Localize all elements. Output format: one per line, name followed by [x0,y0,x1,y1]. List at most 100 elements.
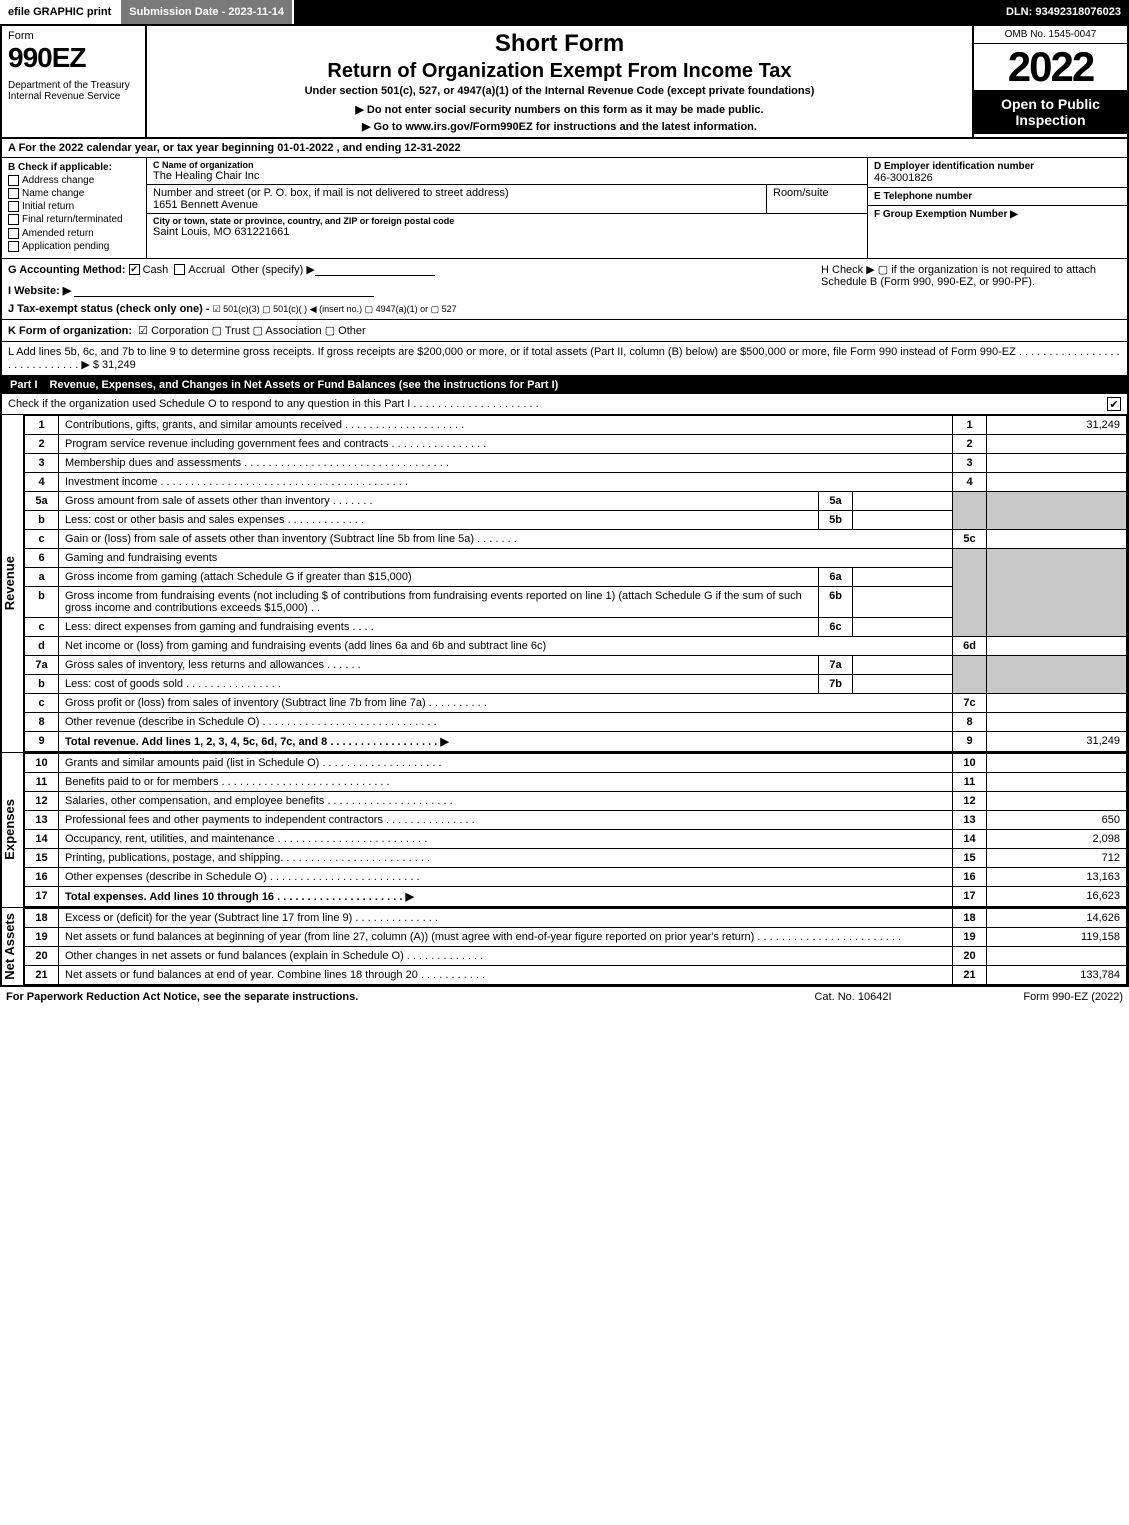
other-specify-line[interactable] [315,264,435,276]
expenses-section: Expenses 10Grants and similar amounts pa… [2,753,1127,908]
org-name: The Healing Chair Inc [153,170,861,182]
website-line[interactable] [74,285,374,297]
chk-final-return[interactable]: Final return/terminated [8,214,140,225]
title-return: Return of Organization Exempt From Incom… [155,60,964,83]
line-15: 15Printing, publications, postage, and s… [25,848,1127,867]
expenses-table: 10Grants and similar amounts paid (list … [24,753,1127,907]
ein-cell: D Employer identification number 46-3001… [868,158,1127,188]
omb-number: OMB No. 1545-0047 [974,26,1127,44]
c-caption: C Name of organization [153,160,861,170]
phone-cell: E Telephone number [868,188,1127,206]
line-5c: cGain or (loss) from sale of assets othe… [25,529,1127,548]
j-label: J Tax-exempt status (check only one) - [8,303,210,315]
part-i-title: Revenue, Expenses, and Changes in Net As… [50,379,1119,391]
expenses-vlabel: Expenses [2,753,24,907]
schedule-o-checkbox[interactable]: ✔ [1107,397,1121,411]
line-8: 8Other revenue (describe in Schedule O) … [25,712,1127,731]
section-def: D Employer identification number 46-3001… [867,158,1127,258]
line-l: L Add lines 5b, 6c, and 7b to line 9 to … [2,342,1127,376]
line-9: 9Total revenue. Add lines 1, 2, 3, 4, 5c… [25,731,1127,751]
line-7a: 7aGross sales of inventory, less returns… [25,655,1127,674]
netassets-section: Net Assets 18Excess or (deficit) for the… [2,908,1127,985]
line-14: 14Occupancy, rent, utilities, and mainte… [25,829,1127,848]
line-21: 21Net assets or fund balances at end of … [25,965,1127,984]
g-label: G Accounting Method: [8,264,126,276]
ssn-note: ▶ Do not enter social security numbers o… [155,103,964,116]
chk-accrual[interactable] [174,264,185,275]
d-caption: D Employer identification number [874,161,1121,172]
entity-block: B Check if applicable: Address change Na… [2,158,1127,259]
line-a: A For the 2022 calendar year, or tax yea… [2,139,1127,158]
city-cell: City or town, state or province, country… [147,214,867,240]
chk-application-pending[interactable]: Application pending [8,241,140,252]
city-value: Saint Louis, MO 631221661 [153,226,861,238]
line-13: 13Professional fees and other payments t… [25,810,1127,829]
dept-label: Department of the Treasury Internal Reve… [8,80,139,102]
form-container: Form 990EZ Department of the Treasury In… [0,24,1129,987]
ein-value: 46-3001826 [874,172,1121,184]
line-1: 1Contributions, gifts, grants, and simil… [25,415,1127,434]
e-caption: E Telephone number [874,191,1121,202]
part-i-bar: Part I Revenue, Expenses, and Changes in… [2,376,1127,394]
chk-name-change[interactable]: Name change [8,188,140,199]
address-row: Number and street (or P. O. box, if mail… [147,185,867,214]
meta-row-gh: G Accounting Method: Cash Accrual Other … [2,259,1127,320]
section-c: C Name of organization The Healing Chair… [147,158,867,258]
revenue-section: Revenue 1Contributions, gifts, grants, a… [2,415,1127,753]
footer-catno: Cat. No. 10642I [763,991,943,1003]
dln-label: DLN: 93492318076023 [998,0,1129,24]
topbar-spacer [294,0,998,24]
chk-amended-return[interactable]: Amended return [8,228,140,239]
header-right: OMB No. 1545-0047 2022 Open to Public In… [972,26,1127,137]
cash-label: Cash [143,264,169,276]
part-i-num: Part I [10,379,38,391]
form-header: Form 990EZ Department of the Treasury In… [2,26,1127,139]
group-exempt-cell: F Group Exemption Number ▶ [868,206,1127,223]
line-4: 4Investment income . . . . . . . . . . .… [25,472,1127,491]
i-label: I Website: ▶ [8,285,71,297]
netassets-vlabel: Net Assets [2,908,24,985]
irs-link-note: ▶ Go to www.irs.gov/Form990EZ for instru… [155,120,964,133]
submission-date-label: Submission Date - 2023-11-14 [121,0,294,24]
line-5a: 5aGross amount from sale of assets other… [25,491,1127,510]
street-cell: Number and street (or P. O. box, if mail… [147,185,767,213]
footer: For Paperwork Reduction Act Notice, see … [0,987,1129,1007]
line-11: 11Benefits paid to or for members . . . … [25,772,1127,791]
b-label: B Check if applicable: [8,162,140,173]
line-6d: dNet income or (loss) from gaming and fu… [25,636,1127,655]
line-6: 6Gaming and fundraising events [25,548,1127,567]
header-left: Form 990EZ Department of the Treasury In… [2,26,147,137]
line-3: 3Membership dues and assessments . . . .… [25,453,1127,472]
room-cell: Room/suite [767,185,867,213]
top-bar: efile GRAPHIC print Submission Date - 20… [0,0,1129,24]
efile-print-label[interactable]: efile GRAPHIC print [0,0,121,24]
line-19: 19Net assets or fund balances at beginni… [25,927,1127,946]
line-20: 20Other changes in net assets or fund ba… [25,946,1127,965]
section-b: B Check if applicable: Address change Na… [2,158,147,258]
revenue-vlabel: Revenue [2,415,24,752]
subtitle: Under section 501(c), 527, or 4947(a)(1)… [155,85,964,97]
f-caption: F Group Exemption Number ▶ [874,209,1121,220]
h-text: H Check ▶ ▢ if the organization is not r… [821,264,1096,288]
header-mid: Short Form Return of Organization Exempt… [147,26,972,137]
netassets-table: 18Excess or (deficit) for the year (Subt… [24,908,1127,985]
accrual-label: Accrual [188,264,225,276]
room-caption: Room/suite [773,187,861,199]
chk-initial-return[interactable]: Initial return [8,201,140,212]
other-label: Other (specify) ▶ [231,264,315,276]
part-i-checknote: Check if the organization used Schedule … [2,394,1127,415]
revenue-table: 1Contributions, gifts, grants, and simil… [24,415,1127,752]
line-2: 2Program service revenue including gover… [25,434,1127,453]
chk-cash[interactable] [129,264,140,275]
g-accounting: G Accounting Method: Cash Accrual Other … [8,263,791,315]
tax-year: 2022 [974,44,1127,90]
form-number: 990EZ [8,42,139,74]
line-k: K Form of organization: ☑ Corporation ▢ … [2,320,1127,342]
checknote-text: Check if the organization used Schedule … [8,398,1107,410]
street-value: 1651 Bennett Avenue [153,199,760,211]
open-to-public: Open to Public Inspection [974,90,1127,134]
h-schedule-b: H Check ▶ ▢ if the organization is not r… [821,263,1121,315]
line-7c: cGross profit or (loss) from sales of in… [25,693,1127,712]
k-label: K Form of organization: [8,325,132,337]
chk-address-change[interactable]: Address change [8,175,140,186]
